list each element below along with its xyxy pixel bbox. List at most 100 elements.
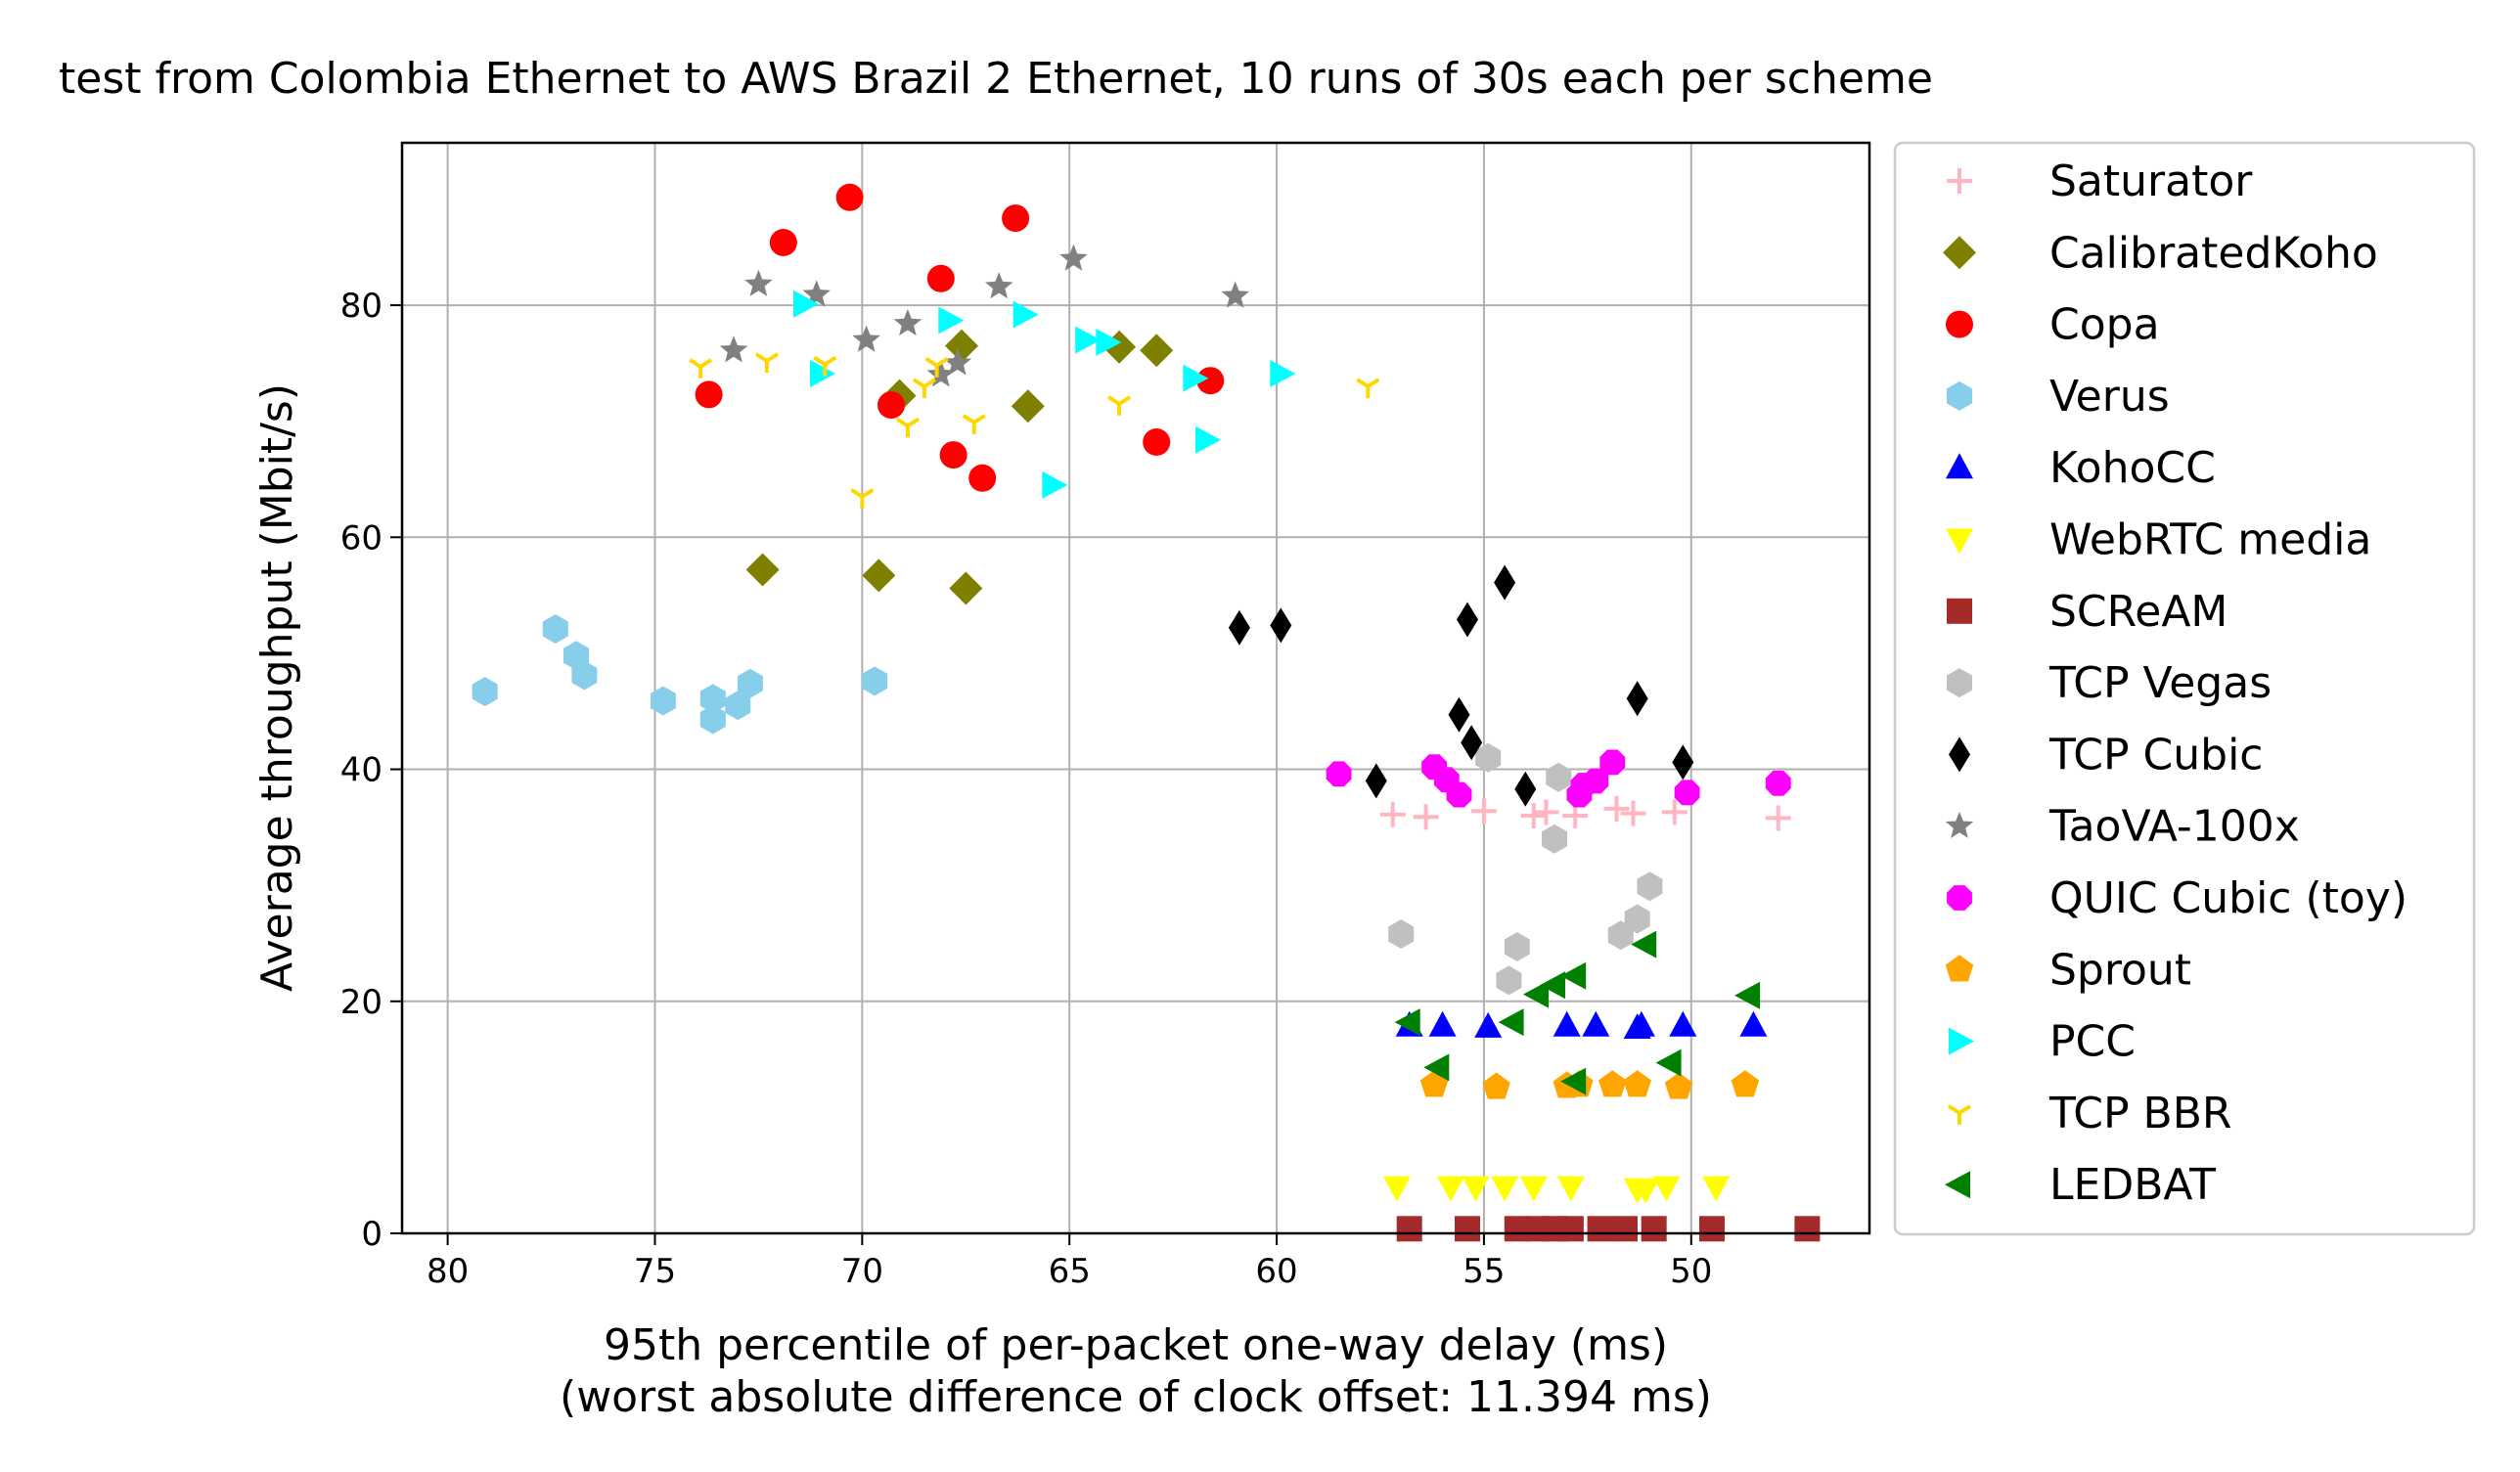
point-calibratedkoho [745,553,780,587]
point-webrtc-media [1462,1176,1490,1202]
point-kohocc [1474,1011,1503,1038]
point-quic-cubic-toy [1674,780,1700,806]
data-points [472,183,1821,1242]
point-pcc [1042,470,1068,499]
y-tick-label: 60 [340,518,382,558]
point-ledbat [1423,1053,1450,1082]
point-calibratedkoho [1140,334,1174,368]
point-quic-cubic-toy [1583,768,1609,794]
point-scream [1455,1216,1480,1242]
x-axis-label-subtitle: (worst absolute difference of clock offs… [560,1372,1712,1422]
point-sprout [1482,1072,1510,1099]
point-pcc [1075,326,1102,354]
point-calibratedkoho [862,558,896,593]
legend-label-tcp-cubic: TCP Cubic [2048,730,2264,780]
point-scream [1699,1216,1725,1242]
point-webrtc-media [1491,1176,1519,1202]
point-taova-100x [984,272,1013,299]
point-tcp-bbr [813,355,837,377]
legend-marker-scream [1947,598,1972,624]
point-kohocc [1627,1010,1655,1037]
point-calibratedkoho [949,571,983,605]
legend-label-tcp-bbr: TCP BBR [2048,1089,2231,1138]
y-tick-label: 20 [340,983,382,1022]
point-taova-100x [893,309,922,336]
point-pcc [810,360,835,387]
point-verus [737,668,763,698]
y-tick-label: 80 [340,287,382,326]
point-verus [699,704,726,735]
point-kohocc [1582,1010,1610,1037]
point-tcp-bbr [754,352,779,373]
y-tick-label: 0 [361,1215,382,1254]
legend-label-saturator: Saturator [2049,156,2253,206]
point-taova-100x [719,335,748,363]
point-copa [769,229,797,256]
point-ledbat [1540,971,1565,1000]
legend-marker-ledbat [1945,1171,1970,1199]
point-taova-100x [852,325,880,352]
point-copa [968,464,997,492]
point-pcc [1195,425,1221,454]
x-tick-label: 55 [1462,1252,1505,1291]
legend-marker-copa [1946,310,1973,338]
point-tcp-bbr [962,414,986,434]
point-webrtc-media [1556,1176,1585,1202]
point-saturator [1620,800,1646,826]
point-scream [1612,1216,1638,1242]
point-tcp-bbr [1356,378,1380,399]
point-tcp-vegas [1607,920,1634,951]
point-copa [835,183,864,211]
point-tcp-bbr [689,358,713,379]
legend-marker-verus [1947,380,1972,411]
x-tick-label: 70 [841,1252,883,1291]
point-saturator [1603,795,1630,822]
point-pcc [793,290,819,318]
point-ledbat [1560,1067,1587,1095]
point-sprout [1623,1070,1651,1097]
point-ledbat [1655,1048,1682,1077]
point-webrtc-media [1519,1176,1548,1202]
legend-marker-saturator [1947,168,1972,194]
point-tcp-vegas [1637,871,1663,902]
legend: Saturator CalibratedKoho Copa Verus KohoCC We… [1893,141,2476,1236]
legend-label-verus: Verus [2049,372,2170,422]
point-verus [571,660,598,691]
point-taova-100x [1059,244,1088,271]
point-verus [472,677,498,707]
point-kohocc [1428,1010,1457,1037]
legend-label-webrtc-media: WebRTC media [2049,515,2371,565]
point-copa [1196,367,1225,395]
point-quic-cubic-toy [1326,761,1352,787]
point-scream [1641,1216,1667,1242]
legend-marker-tcp-vegas [1947,668,1972,698]
point-ledbat [1523,980,1549,1008]
point-verus [725,691,751,721]
legend-label-sprout: Sprout [2049,945,2191,995]
legend-marker-calibratedkoho [1943,236,1976,270]
point-tcp-vegas [1496,965,1522,996]
point-scream [1557,1216,1584,1242]
point-ledbat [1560,961,1587,990]
point-tcp-cubic [1457,602,1478,638]
point-tcp-vegas [1504,932,1530,961]
legend-label-kohocc: KohoCC [2049,443,2216,493]
point-tcp-cubic [1270,607,1292,644]
point-scream [1396,1216,1422,1242]
point-tcp-cubic [1514,771,1537,807]
point-kohocc [1552,1010,1581,1037]
point-taova-100x [943,348,972,376]
legend-marker-taova-100x [1945,811,1974,838]
point-tcp-cubic [1365,763,1387,799]
point-calibratedkoho [945,329,978,363]
point-copa [1143,428,1171,456]
point-webrtc-media [1702,1176,1731,1202]
point-tcp-bbr [850,488,875,509]
point-tcp-cubic [1228,609,1250,646]
legend-marker-pcc [1949,1027,1974,1055]
point-pcc [1012,300,1039,329]
legend-marker-tcp-bbr [1947,1104,1972,1125]
point-sprout [1731,1070,1760,1097]
point-ledbat [1734,981,1761,1009]
x-tick-label: 65 [1049,1252,1091,1291]
